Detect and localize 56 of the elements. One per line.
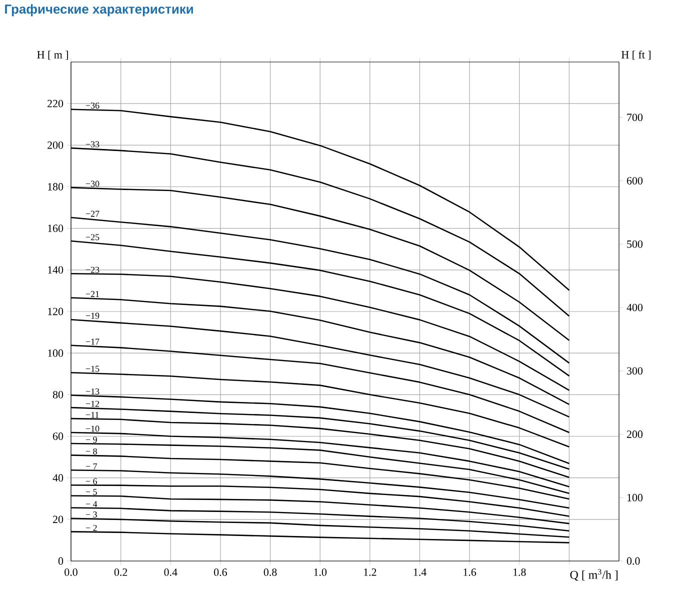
y2-tick-label: 600 [626, 177, 643, 184]
series-label: − 7 [86, 463, 98, 470]
series-label: −19 [86, 312, 100, 319]
x-tick-label: 0.2 [114, 568, 128, 576]
series-label: − 2 [86, 524, 97, 531]
series-label: − 3 [86, 512, 97, 518]
y2-tick-label: 300 [627, 367, 643, 375]
series-label: −15 [86, 366, 100, 372]
series-label: −25 [86, 234, 100, 240]
series-label: − 8 [86, 448, 97, 454]
y-tick-label: 100 [48, 349, 64, 357]
y2-tick-label: 500 [627, 240, 643, 248]
series-label: − 4 [86, 501, 98, 507]
series-label: −27 [86, 210, 100, 217]
y-tick-label: 40 [52, 474, 64, 482]
x-tick-label: 1.2 [364, 568, 376, 576]
y-tick-label: 20 [53, 516, 64, 524]
x-tick-label: 1.0 [314, 568, 327, 576]
series-label: −13 [86, 388, 100, 394]
x-tick-label: 1.6 [464, 568, 476, 576]
x-tick-label: 0.6 [214, 568, 227, 576]
y2-tick-label: 0.0 [626, 557, 640, 565]
y2-tick-label: 400 [626, 304, 643, 312]
y-tick-label: 120 [48, 308, 64, 316]
x-tick-label: 0.0 [64, 568, 78, 576]
chart-title: Графические характеристики [5, 4, 193, 16]
series-label: − 5 [86, 488, 97, 495]
series-label: −21 [86, 291, 99, 297]
x-tick-label: 1.4 [414, 568, 426, 576]
y2-tick-label: 700 [627, 114, 643, 122]
y-tick-label: 60 [53, 432, 64, 440]
series-label: −12 [86, 400, 100, 407]
series-label: − 6 [86, 478, 98, 484]
x-tick-label: 0.4 [164, 568, 178, 576]
y2-tick-label: 100 [627, 494, 643, 502]
series-label: −11 [86, 412, 99, 418]
series-label: −30 [86, 180, 100, 187]
y2-axis-title: H [ ft ] [622, 50, 651, 60]
y-tick-label: 140 [48, 266, 64, 274]
x-tick-label: 1.8 [513, 568, 526, 576]
y-tick-label: 80 [52, 390, 64, 398]
series-label: −10 [86, 426, 100, 432]
y-tick-label: 0 [58, 557, 64, 565]
y-tick-label: 160 [48, 224, 64, 232]
series-label: −17 [86, 338, 100, 345]
series-label: −36 [86, 102, 100, 109]
y-tick-label: 180 [48, 183, 64, 190]
series-label: − 9 [86, 436, 97, 443]
series-label: −23 [86, 266, 100, 273]
y-tick-label: 200 [48, 141, 64, 149]
y-axis-title: H [ m ] [37, 50, 68, 60]
y-tick-label: 220 [48, 100, 64, 108]
y2-tick-label: 200 [626, 430, 643, 438]
x-axis-title: Q [ m$^{3}$/h ] [570, 569, 618, 581]
series-label: −33 [86, 141, 100, 148]
x-tick-label: 0.8 [264, 568, 277, 576]
